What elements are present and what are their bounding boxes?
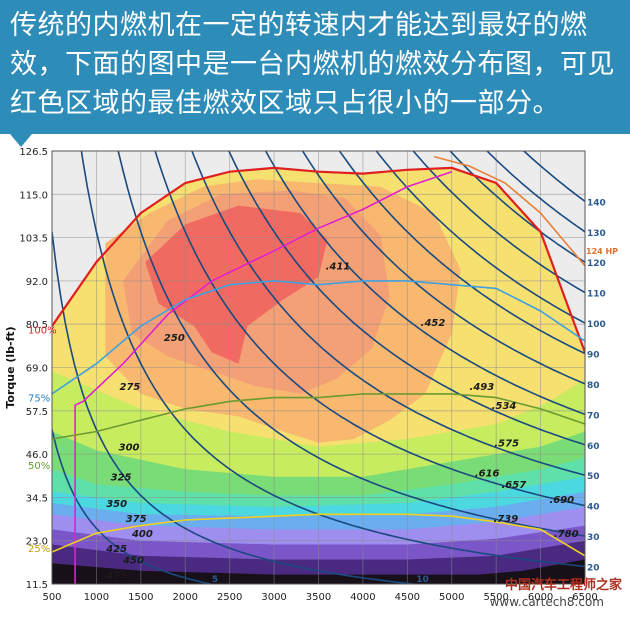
x-tick-label: 5500 [483,592,508,603]
contour-label: .493 [470,382,495,393]
power-label: 110 [587,290,606,300]
x-tick-label: 3000 [261,592,286,603]
power-label: 10 [416,575,429,585]
y-tick-label: 126.5 [19,147,48,158]
plot-clip-group: .411 .452 .493 .534 .575 .616.657 .690 .739 .780… [52,151,585,584]
power-label: 40 [587,503,600,513]
load-label: 25% [28,544,50,555]
power-label: 30 [587,533,600,543]
power-line-90 [338,151,585,355]
line-low-load-yellow [52,513,585,557]
contour-label: 475 [105,570,127,581]
y-tick-label: 103.5 [19,234,48,245]
contour-label: 250 [164,333,185,344]
contour-label: 400 [131,529,153,540]
power-label: 130 [587,229,606,239]
watermark-text: 中国汽车工程师之家 [504,578,622,593]
power-label: 100 [587,320,606,330]
y-tick-label: 115.0 [19,190,48,201]
power-line-70 [264,151,585,416]
x-tick-label: 6500 [572,592,597,603]
x-tick-label: 2000 [173,592,198,603]
load-label: 75% [28,393,50,404]
power-label: 70 [587,411,600,421]
contour-label: .739 [494,514,519,525]
contour-label: .780 [554,529,579,540]
power-line-50 [191,151,585,476]
x-tick-label: 1000 [84,592,109,603]
contour-label: .657 [501,480,526,491]
x-tick-label: 3500 [306,592,331,603]
y-tick-label: 80.5 [26,320,48,331]
x-tick-label: 5000 [439,592,464,603]
power-line-100 [375,151,585,324]
power-label: 80 [587,381,600,391]
contour-label: 275 [120,382,141,393]
banner-notch [10,134,32,147]
power-label: 90 [587,350,600,360]
line-magenta-path [74,170,453,584]
line-mid-load-blue [52,280,585,395]
y-tick-label: 11.5 [26,580,48,591]
power-line-110 [412,151,585,294]
contour-label: .616 [475,469,500,480]
contour-label: 300 [119,442,140,453]
load-label: 50% [28,461,50,472]
contour-label: 350 [106,499,127,510]
contour-label: 450 [122,555,144,566]
power-label: 50 [587,472,600,482]
power-label: 20 [587,563,600,573]
line-max-torque [52,166,585,353]
power-line-120 [449,151,585,263]
power-line-5 [52,429,215,584]
x-tick-label: 2500 [217,592,242,603]
power-line-80 [301,151,585,385]
y-tick-label: 69.0 [26,364,48,375]
watermark-url: www.cartech8.com [489,595,604,609]
max-power-label: 124 HP [586,247,618,256]
x-tick-label: 4000 [350,592,375,603]
y-tick-label: 92.0 [26,277,48,288]
power-label: 120 [587,259,606,269]
load-label: 100% [28,326,57,337]
contour-label: .690 [549,495,574,506]
contour-label: .575 [494,439,519,450]
power-line-60 [228,151,585,446]
y-tick-label: 34.5 [26,493,48,504]
power-line-30 [117,151,585,537]
line-124hp-curve [433,155,585,267]
contour-label: .411 [326,262,351,273]
x-tick-label: 4500 [395,592,420,603]
power-label: 60 [587,442,600,452]
x-tick-label: 1500 [128,592,153,603]
y-tick-label: 23.0 [26,537,48,548]
line-mid-load-green [52,393,585,440]
y-axis-title: Torque (lb-ft) [4,326,17,408]
x-tick-label: 500 [42,592,61,603]
contour-label: 325 [111,472,132,483]
efficiency-map-chart: .411 .452 .493 .534 .575 .616.657 .690 .739 .780… [4,147,618,603]
power-label: 5 [212,575,218,585]
y-tick-label: 46.0 [26,450,48,461]
plot-frame [51,150,586,585]
contour-label: 375 [126,514,147,525]
power-line-130 [485,151,585,233]
power-line-40 [154,151,585,507]
contour-label: .534 [492,401,517,412]
contour-label: .452 [421,318,446,329]
y-tick-label: 57.5 [26,407,48,418]
power-label: 140 [587,198,606,208]
contour-label: 425 [105,544,127,555]
power-line-10 [52,231,421,584]
x-tick-label: 6000 [528,592,553,603]
caption-banner: 传统的内燃机在一定的转速内才能达到最好的燃效，下面的图中是一台内燃机的燃效分布图… [0,0,630,134]
caption-text: 传统的内燃机在一定的转速内才能达到最好的燃效，下面的图中是一台内燃机的燃效分布图… [10,10,615,119]
